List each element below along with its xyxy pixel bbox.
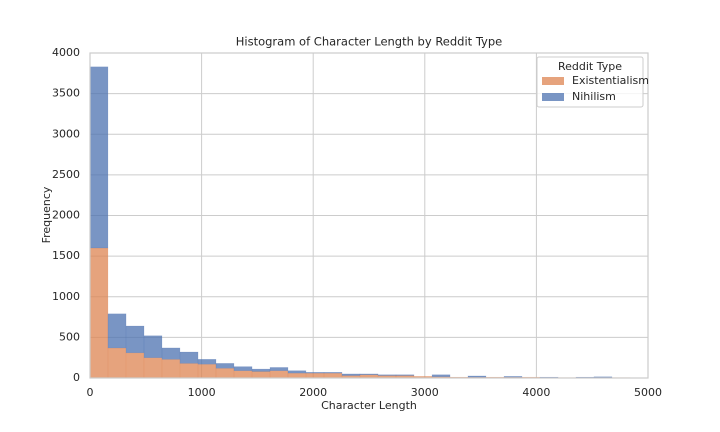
x-tick-label: 2000 xyxy=(299,386,327,399)
bar xyxy=(359,373,379,375)
y-tick-label: 2500 xyxy=(52,168,80,181)
bar xyxy=(215,363,235,369)
legend-label: Nihilism xyxy=(572,90,616,103)
legend-swatch xyxy=(542,93,564,101)
bar xyxy=(89,247,109,379)
x-tick-label: 1000 xyxy=(188,386,216,399)
bar xyxy=(341,373,361,376)
bar xyxy=(287,372,307,379)
legend-swatch xyxy=(542,77,564,85)
chart-title: Histogram of Character Length by Reddit … xyxy=(236,35,503,49)
x-axis-label: Character Length xyxy=(321,399,417,412)
bar xyxy=(251,368,271,372)
y-axis-label: Frequency xyxy=(40,186,53,243)
bar xyxy=(161,359,181,379)
bar xyxy=(305,372,325,379)
plot-frame xyxy=(89,52,649,379)
bar xyxy=(233,370,253,379)
bar xyxy=(197,359,217,365)
bar xyxy=(269,370,289,379)
y-tick-label: 4000 xyxy=(52,46,80,59)
y-tick-label: 3000 xyxy=(52,127,80,140)
y-tick-label: 1000 xyxy=(52,290,80,303)
x-tick-label: 4000 xyxy=(522,386,550,399)
bar xyxy=(269,367,289,371)
bar xyxy=(215,368,235,379)
x-tick-label: 5000 xyxy=(634,386,662,399)
bar xyxy=(251,371,271,379)
bar xyxy=(179,363,199,379)
bar xyxy=(467,375,487,378)
x-tick-label: 3000 xyxy=(411,386,439,399)
bar xyxy=(125,352,145,379)
bar xyxy=(431,374,451,378)
bar xyxy=(197,363,217,379)
bar xyxy=(287,370,307,374)
bar xyxy=(323,372,343,374)
bar xyxy=(305,372,325,374)
y-tick-label: 500 xyxy=(59,330,80,343)
bar xyxy=(143,335,163,358)
bar xyxy=(179,351,199,364)
bar xyxy=(89,66,109,249)
legend-title: Reddit Type xyxy=(558,60,622,73)
bar xyxy=(125,325,145,354)
bar xyxy=(233,366,253,371)
bar xyxy=(161,347,181,360)
y-tick-label: 2000 xyxy=(52,209,80,222)
bar xyxy=(143,357,163,379)
bar xyxy=(395,374,415,376)
x-tick-label: 0 xyxy=(87,386,94,399)
legend-label: Existentialism xyxy=(572,74,649,87)
bar xyxy=(503,376,523,378)
y-tick-label: 1500 xyxy=(52,249,80,262)
bar xyxy=(107,313,127,349)
y-tick-label: 3500 xyxy=(52,87,80,100)
bar xyxy=(107,347,127,379)
y-tick-label: 0 xyxy=(73,371,80,384)
bar xyxy=(323,372,343,379)
bar xyxy=(377,374,397,376)
